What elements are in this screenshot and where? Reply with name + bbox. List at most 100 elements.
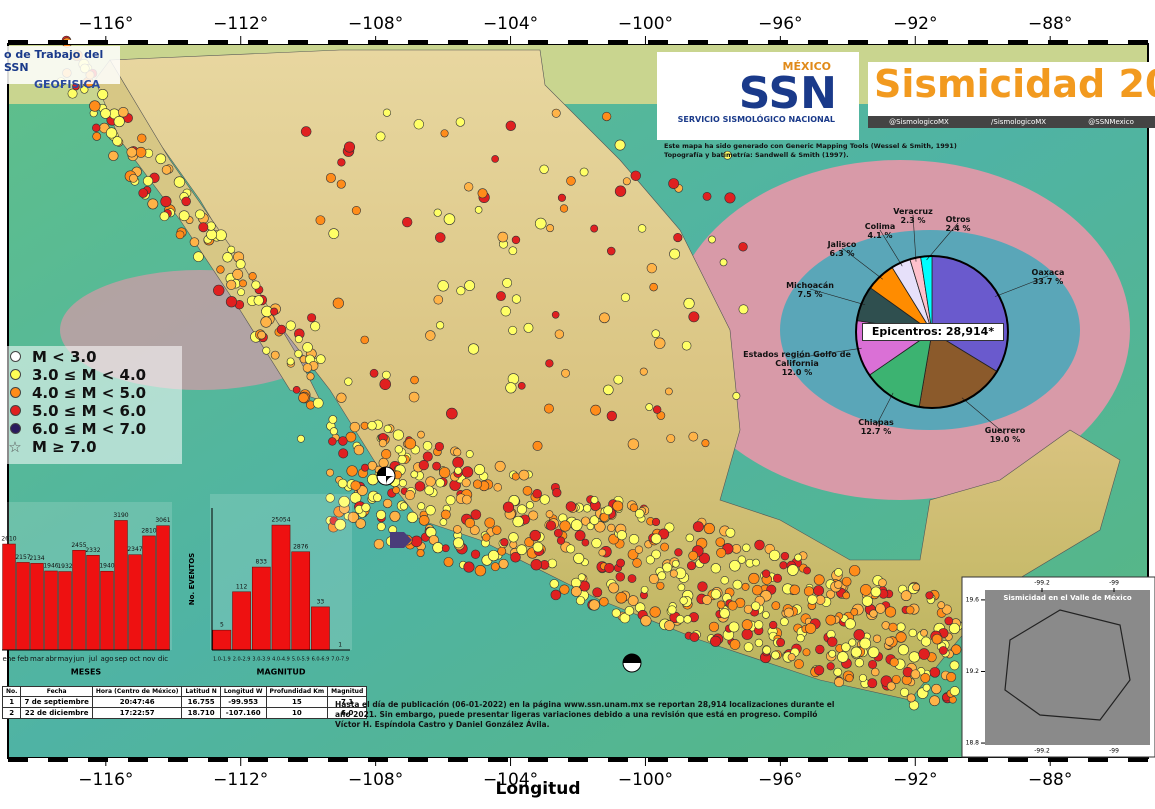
epicenter-dot [589,515,600,525]
scale-band [448,758,468,762]
epicenter-dot [329,427,338,436]
epicenter-dot [67,88,78,99]
scale-band [28,758,48,762]
epicenter-dot [338,436,348,446]
epicenter-dot [422,451,433,462]
inset-y-tick-label: 18.8 [966,740,980,747]
events-table: No. Fecha Hora (Centro de México) Latitud N… [1,686,368,719]
scale-band [768,758,788,762]
epicenter-dot [306,372,315,381]
epicenter-dot [307,313,317,323]
scale-band [628,40,648,44]
epicenter-dot [452,456,464,469]
pie-leader [841,247,883,280]
scale-band [248,40,268,44]
pie-value-label: 19.0 % [989,435,1021,444]
epicenter-dot [637,224,647,233]
epicenter-dot [474,565,487,577]
epicenter-dot [938,646,948,655]
scale-band [988,40,1008,44]
bar-value-label: 1 [338,642,342,649]
epicenter-dot [729,639,741,650]
x-tick-label: 3.0-3.9 [252,657,270,663]
epicenter-dot [640,615,652,627]
epicenter-dot [937,601,946,609]
scale-band [348,758,368,762]
epicenter-dot [522,486,533,496]
bar-value-label: 2347 [127,546,142,553]
epicenter-dot [328,415,338,424]
scale-band [408,758,428,762]
x-tick-label: −100° [618,14,673,34]
logo-acronym: SSN [738,68,837,119]
pie-center-label: Epicentros: 28,914* [862,323,1004,341]
epicenter-dot [729,560,741,572]
epicenter-dot [805,622,817,634]
x-tick-label: 1.0-1.9 [213,657,231,663]
bar-value-label: 2455 [71,542,86,549]
epicenter-dot [89,100,101,112]
epicenter-dot [251,280,261,290]
pie-label: Michoacán 7.5 % [755,281,865,299]
epicenter-dot [181,196,191,207]
scale-band [48,40,68,44]
table-header: No. [1,686,22,697]
scale-band [148,758,168,762]
legend-marker: ☆ [8,438,22,456]
epicenter-dot [338,448,349,459]
epicenter-dot [796,633,805,643]
epicenter-dot [815,644,825,655]
epicenter-dot [761,569,771,578]
scale-band [448,40,468,44]
x-tick-label: 6.0-6.9 [312,657,330,663]
legend-label: 4.0 ≤ M < 5.0 [32,384,147,402]
pie-leader [875,392,894,427]
bar-value-label: 2876 [293,543,308,550]
legend-swatch [9,423,21,434]
x-tick-label: −108° [348,14,403,34]
table-header: Hora (Centro de México) [91,686,183,697]
epicenter-dot [198,222,209,233]
epicenter-dot [376,522,386,531]
bar-value-label: 3061 [155,517,170,524]
epicenter-dot [648,573,660,584]
epicenter-dot [702,595,712,605]
epicenter-dot [338,495,350,508]
epicenter-dot [92,123,101,132]
epicenter-dot [632,558,642,568]
epicenter-dot [410,375,419,385]
epicenter-dot [474,206,483,214]
epicenter-dot [381,449,392,460]
epicenter-dot [232,268,244,280]
epicenter-dot [737,555,746,564]
epicenter-dot [216,265,225,274]
epicenter-dot [561,368,570,378]
epicenter-dot [336,392,347,403]
epicenter-dot [692,521,704,533]
scale-band [728,758,748,762]
table-cell: -99.953 [219,696,267,708]
epicenter-dot [921,636,932,647]
epicenter-dot [500,538,509,547]
x-tick-label: ene [2,655,15,663]
epicenter-dot [771,601,781,611]
epicenter-dot [488,550,500,562]
scale-band [468,40,488,44]
epicenter-dot [410,535,423,548]
scale-band [888,758,908,762]
epicenter-dot [276,324,287,335]
epicenter-dot [646,263,657,274]
bar-value-label: 1946 [43,562,58,569]
epicenter-dot [566,176,576,186]
x-tick-label: −112° [213,14,268,34]
epicenter-dot [577,573,586,582]
epicenter-dot [559,584,570,595]
bar [100,570,114,651]
epicenter-dot [516,544,528,556]
epicenter-dot [634,508,645,519]
epicenter-dot [369,368,379,378]
epicenter-dot [912,583,921,592]
epicenter-dot [392,429,404,441]
epicenter-dot [604,562,615,574]
epicenter-dot [884,636,894,646]
